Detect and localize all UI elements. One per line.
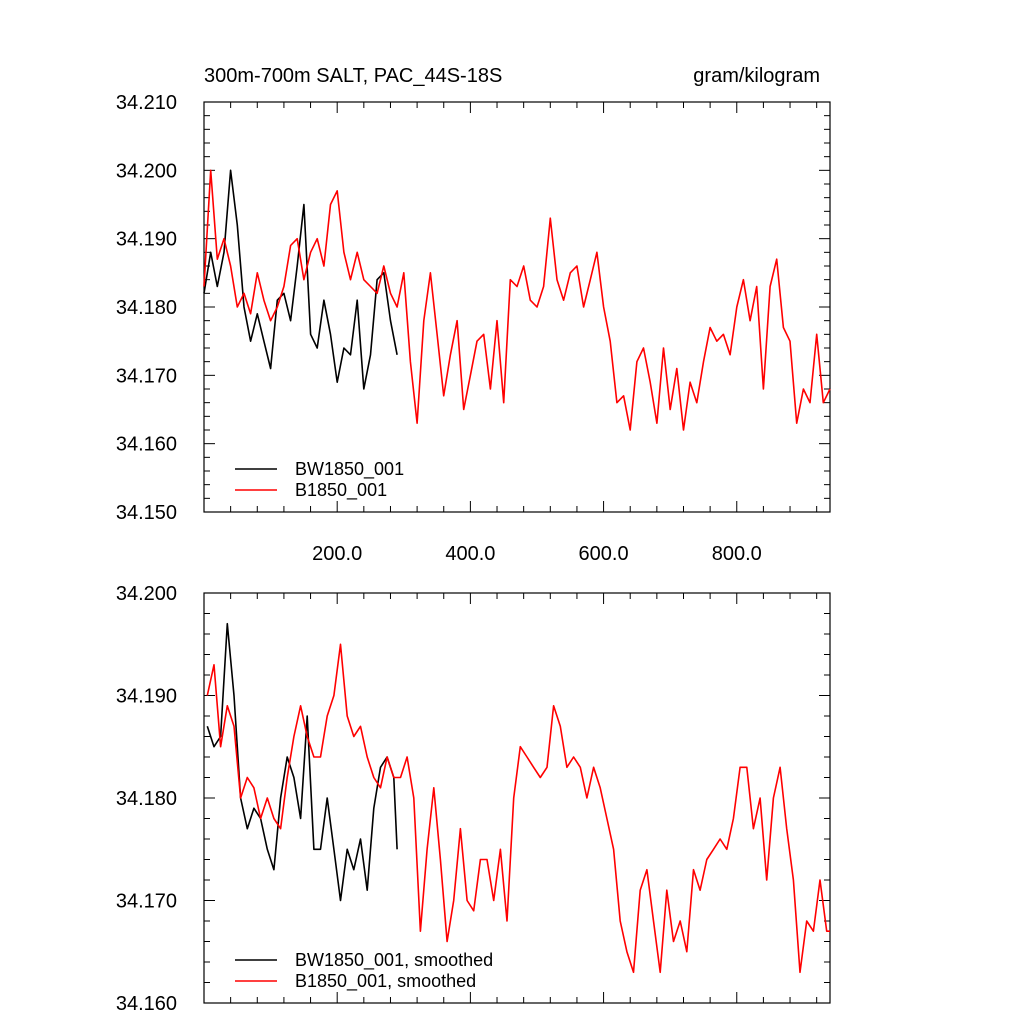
- y-tick-label: 34.170: [116, 891, 177, 913]
- legend-label: B1850_001: [295, 480, 387, 501]
- x-tick-label: 600.0: [579, 543, 629, 565]
- bottom-panel: 34.160 34.170 34.180 34.190 34.200 BW1850_001…: [116, 583, 831, 1015]
- series-line-bw1850: [203, 169, 398, 390]
- y-tick-label: 34.160: [116, 993, 177, 1015]
- y-tick-label: 34.200: [116, 160, 177, 182]
- y-tick-label: 34.180: [116, 788, 177, 810]
- chart-title-left: 300m-700m SALT, PAC_44S-18S: [204, 65, 502, 87]
- series-line-b1850: [206, 643, 830, 974]
- x-tick-label: 400.0: [445, 543, 495, 565]
- top-panel: 200.0 400.0 600.0 800.0 34.150 34.160 34.170 34…: [116, 92, 831, 565]
- legend-label: B1850_001, smoothed: [295, 971, 476, 992]
- series-line-b1850: [203, 169, 831, 431]
- y-tick-label: 34.210: [116, 92, 177, 114]
- y-tick-label: 34.160: [116, 434, 177, 456]
- x-tick-label: 800.0: [712, 543, 762, 565]
- x-tick-label: 200.0: [312, 543, 362, 565]
- y-tick-label: 34.190: [116, 229, 177, 251]
- y-tick-label: 34.200: [116, 583, 177, 605]
- chart-units-label: gram/kilogram: [693, 65, 820, 87]
- y-tick-label: 34.170: [116, 365, 177, 387]
- y-tick-label: 34.150: [116, 502, 177, 524]
- y-tick-label: 34.180: [116, 297, 177, 319]
- legend-label: BW1850_001, smoothed: [295, 950, 493, 971]
- y-tick-label: 34.190: [116, 686, 177, 708]
- legend-label: BW1850_001: [295, 459, 404, 480]
